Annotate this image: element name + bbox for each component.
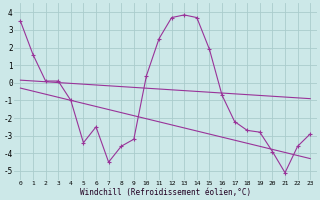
- X-axis label: Windchill (Refroidissement éolien,°C): Windchill (Refroidissement éolien,°C): [80, 188, 251, 197]
